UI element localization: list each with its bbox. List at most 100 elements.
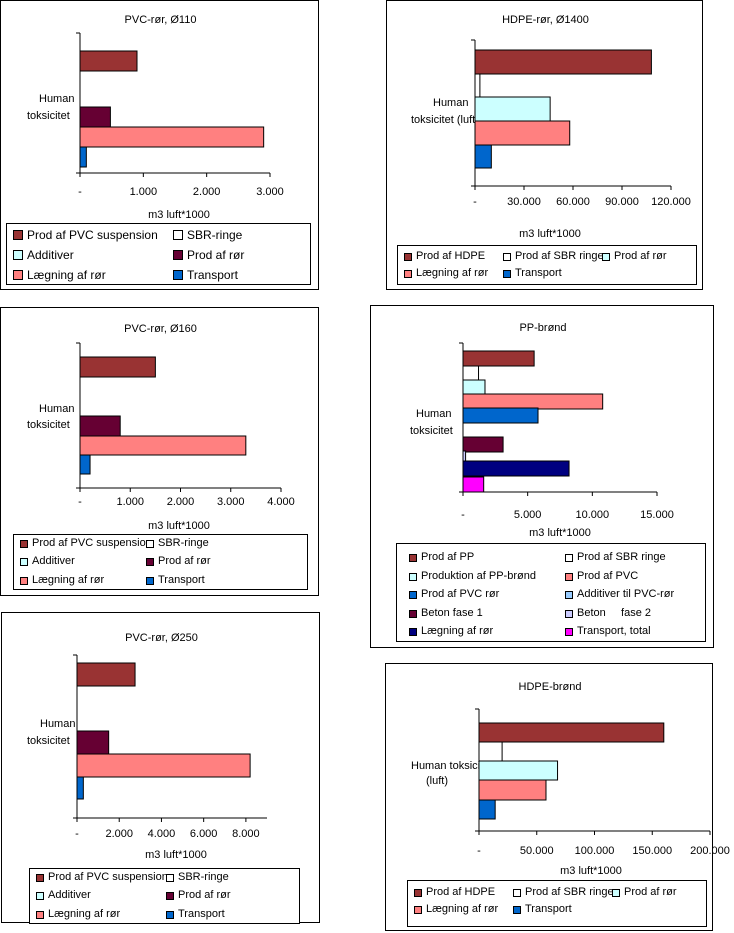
legend-label: Prod af HDPE: [416, 250, 486, 263]
legend-swatch: [13, 229, 23, 240]
legend-swatch: [146, 539, 154, 548]
legend-label: Prod af rør: [187, 247, 245, 262]
legend-label: Prod af PVC suspension: [27, 227, 158, 242]
x-axis-label: m3 luft*1000: [148, 209, 210, 221]
bar-prod-af-sbr-ringe: [478, 741, 503, 762]
legend-label: Additiver: [27, 247, 74, 262]
legend-label: Produktion af PP-brønd: [421, 570, 536, 583]
legend-item-prod-af-ror: Prod af rør: [173, 247, 244, 262]
legend-swatch: [409, 609, 417, 618]
x-tick-label: 120.000: [651, 196, 691, 208]
category-label: Human: [433, 97, 468, 109]
x-axis-label: m3 luft*1000: [560, 865, 622, 877]
legend-item-beton-fase-1: Beton fase 1: [409, 607, 483, 620]
category-label: (luft): [426, 775, 448, 787]
chart-svg: PVC-rør, Ø250 Human toksicitet - 2.000 4.000 6…: [27, 632, 267, 861]
legend-swatch: [404, 252, 412, 261]
legend-item-prod-af-pvc: Prod af PVC: [565, 570, 638, 583]
legend-item-laegning-af-ror: Lægning af rør: [36, 908, 120, 921]
x-tick-label: -: [461, 509, 465, 521]
legend-label: Prod af rør: [178, 889, 231, 902]
legend-swatch: [20, 557, 28, 566]
bar-prod-af-sbr-ringe: [474, 73, 481, 98]
x-axis-label: m3 luft*1000: [519, 228, 581, 240]
chart-panel-hdpe1400: HDPE-rør, Ø1400 Human toksicitet (luft) - 30…: [386, 0, 703, 290]
legend-item-laegning-af-ror: Lægning af rør: [13, 267, 106, 282]
legend: Prod af PVC suspension SBR-ringe Additiver…: [6, 223, 311, 285]
x-tick-label: -: [477, 845, 481, 857]
chart-title: HDPE-brønd: [519, 681, 582, 693]
legend-swatch: [414, 905, 422, 914]
x-tick-label: 6.000: [190, 828, 218, 840]
chart-svg: HDPE-brønd Human toksicitet (luft) - 50.000 1…: [411, 681, 730, 877]
x-tick-label: 4.000: [148, 828, 176, 840]
legend-swatch: [513, 905, 521, 914]
legend-label: Transport, total: [577, 625, 651, 638]
legend-item-transport: Transport: [166, 908, 225, 921]
legend: Prod af PP Prod af SBR ringe Produktion af…: [396, 543, 706, 642]
legend-label: Lægning af rør: [32, 574, 105, 587]
x-axis-label: m3 luft*1000: [145, 849, 207, 861]
bar-transport: [76, 776, 84, 800]
x-tick-label: -: [78, 496, 82, 508]
bar-laegning-af-ror: [462, 460, 570, 477]
bar-prod-af-pp: [462, 350, 535, 367]
legend-swatch: [409, 553, 417, 562]
legend-item-additiver-til-pvc-ror: Additiver til PVC-rør: [565, 588, 674, 601]
legend-item-laegning-af-ror: Lægning af rør: [404, 267, 488, 280]
legend-item-additiver: Additiver: [36, 889, 91, 902]
legend-item-laegning-af-ror: Lægning af rør: [20, 574, 104, 587]
chart-title: PP-brønd: [519, 322, 566, 334]
x-axis-label: m3 luft*1000: [148, 520, 210, 532]
chart-svg: PP-brønd Human toksicitet - 5.000 10.000 15.00…: [410, 322, 674, 539]
bar-prod-af-sbr-ringe: [462, 365, 480, 382]
legend-label: Prod af rør: [614, 250, 667, 263]
x-tick-label: 100.000: [575, 845, 615, 857]
chart-panel-pvc110: PVC-rør, Ø110 Human toksicitet - 1.000 2.000 3…: [0, 0, 319, 290]
chart-panel-hdpebrond: HDPE-brønd Human toksicitet (luft) - 50.000 1…: [385, 663, 730, 931]
x-tick-label: 15.000: [640, 509, 674, 521]
x-tick-label: 5.000: [514, 509, 542, 521]
category-label: Human: [39, 93, 74, 105]
x-tick-label: 3.000: [217, 496, 245, 508]
legend-swatch: [565, 553, 573, 562]
legend-swatch: [36, 891, 44, 900]
legend-swatch: [409, 627, 417, 636]
legend-item-transport: Transport: [173, 267, 238, 282]
legend-swatch: [503, 269, 511, 278]
legend-swatch: [13, 269, 23, 280]
bar-transport: [79, 146, 87, 168]
legend-item-prod-af-ror: Prod af rør: [612, 886, 677, 899]
legend-swatch: [146, 576, 154, 585]
legend-swatch: [173, 249, 183, 260]
legend-item-transport: Transport: [503, 267, 562, 280]
category-label: Human toksicitet: [411, 760, 492, 772]
category-label: Human: [40, 718, 75, 730]
legend-label: Lægning af rør: [48, 908, 121, 921]
legend-item-additiver: Additiver: [13, 247, 74, 262]
chart-panel-ppbrond: PP-brønd Human toksicitet - 5.000 10.000 15.00…: [370, 305, 714, 648]
bar-laegning-af-ror: [474, 120, 571, 146]
legend-swatch: [565, 590, 573, 599]
x-tick-label: 1.000: [130, 186, 158, 198]
bar-beton-fase-1: [462, 436, 504, 453]
chart-title: PVC-rør, Ø160: [124, 323, 197, 335]
legend-item-prod-af-pp: Prod af PP: [409, 551, 474, 564]
legend-label: Transport: [525, 903, 572, 916]
legend-swatch: [513, 888, 521, 897]
legend-item-prod-af-ror: Prod af rør: [146, 555, 211, 568]
bar-prod-af-hdpe: [478, 722, 665, 743]
chart-svg: HDPE-rør, Ø1400 Human toksicitet (luft) - 30…: [411, 14, 691, 240]
legend-swatch: [166, 873, 174, 882]
legend-label: Prod af SBR ringe: [577, 551, 666, 564]
legend-label: SBR-ringe: [158, 537, 209, 550]
legend-item-prod-af-pvc-ror: Prod af PVC rør: [409, 588, 499, 601]
legend-swatch: [166, 910, 174, 919]
bar-laegning-af-ror: [76, 753, 251, 778]
legend-label: Transport: [187, 267, 238, 282]
bar-prod-af-hdpe: [474, 49, 652, 75]
bar-prod-af-ror: [79, 415, 121, 437]
x-tick-label: 4.000: [267, 496, 295, 508]
legend-swatch: [612, 888, 620, 897]
legend-item-prod-af-ror: Prod af rør: [166, 889, 231, 902]
